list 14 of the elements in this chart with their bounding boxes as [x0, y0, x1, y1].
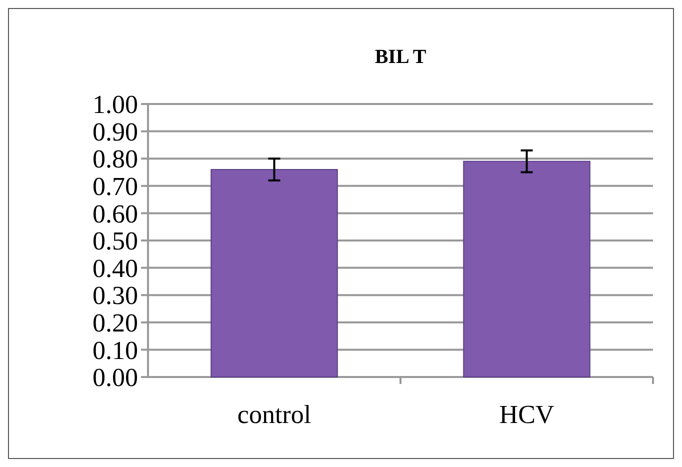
y-tick-label: 0.00 — [92, 363, 138, 392]
y-tick-label: 0.60 — [92, 199, 138, 228]
y-tick-label: 0.70 — [92, 172, 138, 201]
y-tick-label: 0.50 — [92, 226, 138, 256]
y-tick-label: 0.30 — [92, 281, 138, 310]
y-tick-label: 1.00 — [92, 90, 138, 120]
x-tick-label: HCV — [499, 400, 554, 429]
y-tick-label: 0.80 — [92, 144, 138, 174]
y-tick-label: 0.40 — [92, 254, 138, 283]
y-tick-label: 0.10 — [92, 336, 138, 365]
y-tick-label: 0.20 — [92, 308, 138, 338]
chart-title: BIL T — [374, 46, 427, 68]
x-tick-label: control — [237, 400, 312, 429]
y-tick-label: 0.90 — [92, 117, 138, 146]
